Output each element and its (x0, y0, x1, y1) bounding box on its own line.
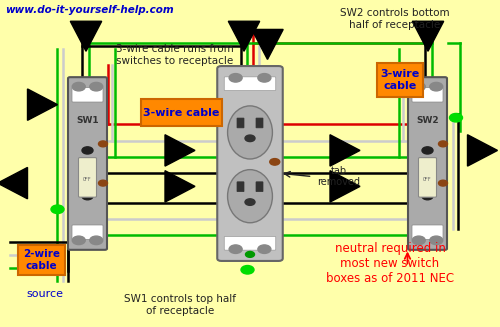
Text: tab
removed: tab removed (318, 166, 360, 187)
Circle shape (258, 74, 271, 82)
Circle shape (229, 245, 242, 253)
FancyBboxPatch shape (237, 182, 244, 192)
Circle shape (245, 199, 255, 205)
Circle shape (72, 82, 85, 91)
Ellipse shape (228, 170, 272, 223)
Text: OFF: OFF (83, 177, 92, 182)
Polygon shape (330, 135, 360, 166)
Polygon shape (28, 89, 58, 120)
Polygon shape (412, 21, 444, 51)
Circle shape (51, 205, 64, 214)
Circle shape (90, 236, 103, 245)
Text: 3-wire cable runs from
switches to receptacle: 3-wire cable runs from switches to recep… (116, 44, 234, 66)
Circle shape (229, 74, 242, 82)
Polygon shape (252, 29, 283, 60)
FancyBboxPatch shape (217, 66, 283, 261)
Text: 3-wire cable: 3-wire cable (144, 108, 220, 118)
Text: 2-wire
cable: 2-wire cable (23, 249, 60, 271)
Polygon shape (330, 171, 360, 202)
FancyBboxPatch shape (72, 225, 103, 239)
FancyBboxPatch shape (237, 118, 244, 128)
Circle shape (98, 141, 108, 147)
FancyBboxPatch shape (224, 77, 276, 91)
Text: neutral required in
most new switch
boxes as of 2011 NEC: neutral required in most new switch boxe… (326, 242, 454, 285)
Text: www.do-it-yourself-help.com: www.do-it-yourself-help.com (5, 5, 173, 15)
Circle shape (270, 159, 280, 165)
Circle shape (245, 135, 255, 142)
FancyBboxPatch shape (256, 182, 263, 192)
FancyBboxPatch shape (72, 88, 103, 102)
FancyBboxPatch shape (256, 118, 263, 128)
Circle shape (241, 266, 254, 274)
Text: OFF: OFF (423, 177, 432, 182)
Text: SW2: SW2 (416, 116, 439, 126)
Polygon shape (228, 21, 260, 51)
FancyBboxPatch shape (141, 99, 222, 126)
Text: SW2 controls bottom
half of receptacle: SW2 controls bottom half of receptacle (340, 8, 450, 30)
Polygon shape (70, 21, 102, 51)
FancyBboxPatch shape (377, 63, 423, 97)
FancyBboxPatch shape (418, 158, 436, 197)
Circle shape (82, 193, 93, 200)
FancyBboxPatch shape (78, 158, 96, 197)
Text: SW1: SW1 (76, 116, 99, 126)
Circle shape (82, 147, 93, 154)
Circle shape (412, 82, 425, 91)
Text: 3-wire
cable: 3-wire cable (380, 69, 420, 91)
Polygon shape (468, 135, 498, 166)
Circle shape (246, 251, 254, 257)
Circle shape (438, 180, 448, 186)
FancyBboxPatch shape (408, 77, 447, 250)
Ellipse shape (228, 106, 272, 159)
Circle shape (438, 141, 448, 147)
Circle shape (90, 82, 103, 91)
Circle shape (430, 236, 443, 245)
Circle shape (98, 180, 108, 186)
Circle shape (450, 113, 462, 122)
Circle shape (258, 245, 271, 253)
Polygon shape (0, 167, 28, 199)
Circle shape (422, 147, 433, 154)
Polygon shape (165, 171, 195, 202)
FancyBboxPatch shape (412, 225, 443, 239)
Text: source: source (26, 289, 64, 300)
FancyBboxPatch shape (68, 77, 107, 250)
Polygon shape (165, 135, 195, 166)
Circle shape (72, 236, 85, 245)
Circle shape (422, 193, 433, 200)
Circle shape (412, 236, 425, 245)
Text: SW1 controls top half
of receptacle: SW1 controls top half of receptacle (124, 294, 236, 316)
Circle shape (430, 82, 443, 91)
FancyBboxPatch shape (18, 245, 65, 275)
FancyBboxPatch shape (224, 236, 276, 250)
FancyBboxPatch shape (412, 88, 443, 102)
